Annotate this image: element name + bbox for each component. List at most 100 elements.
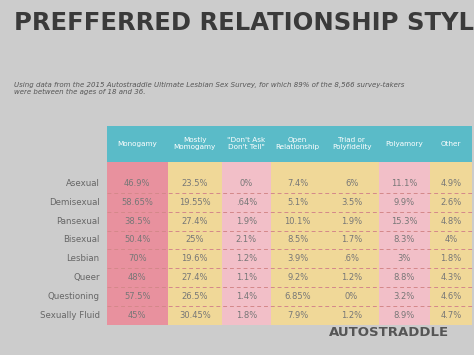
Text: 38.5%: 38.5% xyxy=(124,217,151,225)
Text: Other: Other xyxy=(440,141,461,147)
Bar xyxy=(107,193,168,212)
Text: 0%: 0% xyxy=(345,292,358,301)
Text: Using data from the 2015 Autostraddle Ultimate Lesbian Sex Survey, for which 89%: Using data from the 2015 Autostraddle Ul… xyxy=(14,82,405,95)
Bar xyxy=(430,287,472,306)
Bar xyxy=(222,249,271,268)
Bar xyxy=(107,249,168,268)
Bar xyxy=(271,126,325,162)
Text: 27.4%: 27.4% xyxy=(182,273,208,282)
Text: 4.6%: 4.6% xyxy=(440,292,461,301)
Bar xyxy=(222,268,271,287)
Bar xyxy=(430,306,472,325)
Text: 25%: 25% xyxy=(186,235,204,245)
Text: 8.3%: 8.3% xyxy=(393,235,415,245)
Bar xyxy=(271,306,325,325)
Text: 50.4%: 50.4% xyxy=(124,235,150,245)
Bar xyxy=(379,126,430,162)
Bar xyxy=(325,174,379,193)
Text: AUTOSTRADDLE: AUTOSTRADDLE xyxy=(328,326,449,339)
Text: 2.1%: 2.1% xyxy=(236,235,257,245)
Bar xyxy=(271,174,325,193)
Bar xyxy=(222,287,271,306)
Text: 1.8%: 1.8% xyxy=(236,311,257,320)
Text: 6.85%: 6.85% xyxy=(284,292,311,301)
Text: .6%: .6% xyxy=(344,254,360,263)
Bar xyxy=(222,162,271,174)
Text: Demisexual: Demisexual xyxy=(49,198,100,207)
Bar xyxy=(107,306,168,325)
Bar xyxy=(430,126,472,162)
Bar xyxy=(430,230,472,249)
Bar xyxy=(271,268,325,287)
Bar xyxy=(168,287,222,306)
Bar xyxy=(379,193,430,212)
Bar xyxy=(325,126,379,162)
Text: 4.7%: 4.7% xyxy=(440,311,461,320)
Text: 4.9%: 4.9% xyxy=(440,179,461,188)
Text: 6%: 6% xyxy=(345,179,358,188)
Text: 27.4%: 27.4% xyxy=(182,217,208,225)
Bar xyxy=(379,174,430,193)
Text: 26.5%: 26.5% xyxy=(182,292,208,301)
Bar xyxy=(379,249,430,268)
Bar xyxy=(168,268,222,287)
Text: 3.2%: 3.2% xyxy=(393,292,415,301)
Text: 23.5%: 23.5% xyxy=(182,179,208,188)
Text: "Don't Ask
Don't Tell": "Don't Ask Don't Tell" xyxy=(227,137,265,150)
Bar xyxy=(271,162,325,174)
Text: 3.5%: 3.5% xyxy=(341,198,362,207)
Text: Polyamory: Polyamory xyxy=(385,141,423,147)
Text: 9.9%: 9.9% xyxy=(394,198,415,207)
Bar xyxy=(168,162,222,174)
Text: 7.9%: 7.9% xyxy=(287,311,309,320)
Text: 10.1%: 10.1% xyxy=(284,217,311,225)
Bar xyxy=(168,249,222,268)
Text: 1.2%: 1.2% xyxy=(341,311,362,320)
Text: Open
Relationship: Open Relationship xyxy=(276,137,320,150)
Text: 45%: 45% xyxy=(128,311,146,320)
Bar xyxy=(430,249,472,268)
Text: Monogamy: Monogamy xyxy=(118,141,157,147)
Text: 1.9%: 1.9% xyxy=(236,217,257,225)
Bar xyxy=(379,306,430,325)
Bar xyxy=(222,212,271,230)
Text: 7.4%: 7.4% xyxy=(287,179,309,188)
Text: 11.1%: 11.1% xyxy=(391,179,418,188)
Text: 48%: 48% xyxy=(128,273,146,282)
Bar xyxy=(107,268,168,287)
Bar xyxy=(271,249,325,268)
Text: 1.2%: 1.2% xyxy=(341,273,362,282)
Text: Triad or
Polyfidelity: Triad or Polyfidelity xyxy=(332,137,371,150)
Text: 4.8%: 4.8% xyxy=(440,217,461,225)
Text: 4%: 4% xyxy=(444,235,457,245)
Bar xyxy=(271,287,325,306)
Bar xyxy=(271,230,325,249)
Text: .64%: .64% xyxy=(236,198,257,207)
Bar xyxy=(271,193,325,212)
Text: Sexually Fluid: Sexually Fluid xyxy=(39,311,100,320)
Bar xyxy=(107,162,168,174)
Text: 1.4%: 1.4% xyxy=(236,292,257,301)
Bar xyxy=(325,249,379,268)
Bar xyxy=(325,193,379,212)
Bar xyxy=(107,287,168,306)
Text: Pansexual: Pansexual xyxy=(56,217,100,225)
Text: Mostly
Momogamy: Mostly Momogamy xyxy=(173,137,216,150)
Bar xyxy=(107,212,168,230)
Text: 19.6%: 19.6% xyxy=(182,254,208,263)
Text: 8.8%: 8.8% xyxy=(393,273,415,282)
Bar xyxy=(168,126,222,162)
Bar xyxy=(325,230,379,249)
Text: 4.3%: 4.3% xyxy=(440,273,461,282)
Bar xyxy=(430,212,472,230)
Bar xyxy=(325,287,379,306)
Text: Queer: Queer xyxy=(73,273,100,282)
Text: Asexual: Asexual xyxy=(66,179,100,188)
Bar xyxy=(222,174,271,193)
Bar xyxy=(107,230,168,249)
Text: 9.2%: 9.2% xyxy=(287,273,308,282)
Bar xyxy=(430,174,472,193)
Bar xyxy=(222,230,271,249)
Bar xyxy=(168,193,222,212)
Text: 8.5%: 8.5% xyxy=(287,235,309,245)
